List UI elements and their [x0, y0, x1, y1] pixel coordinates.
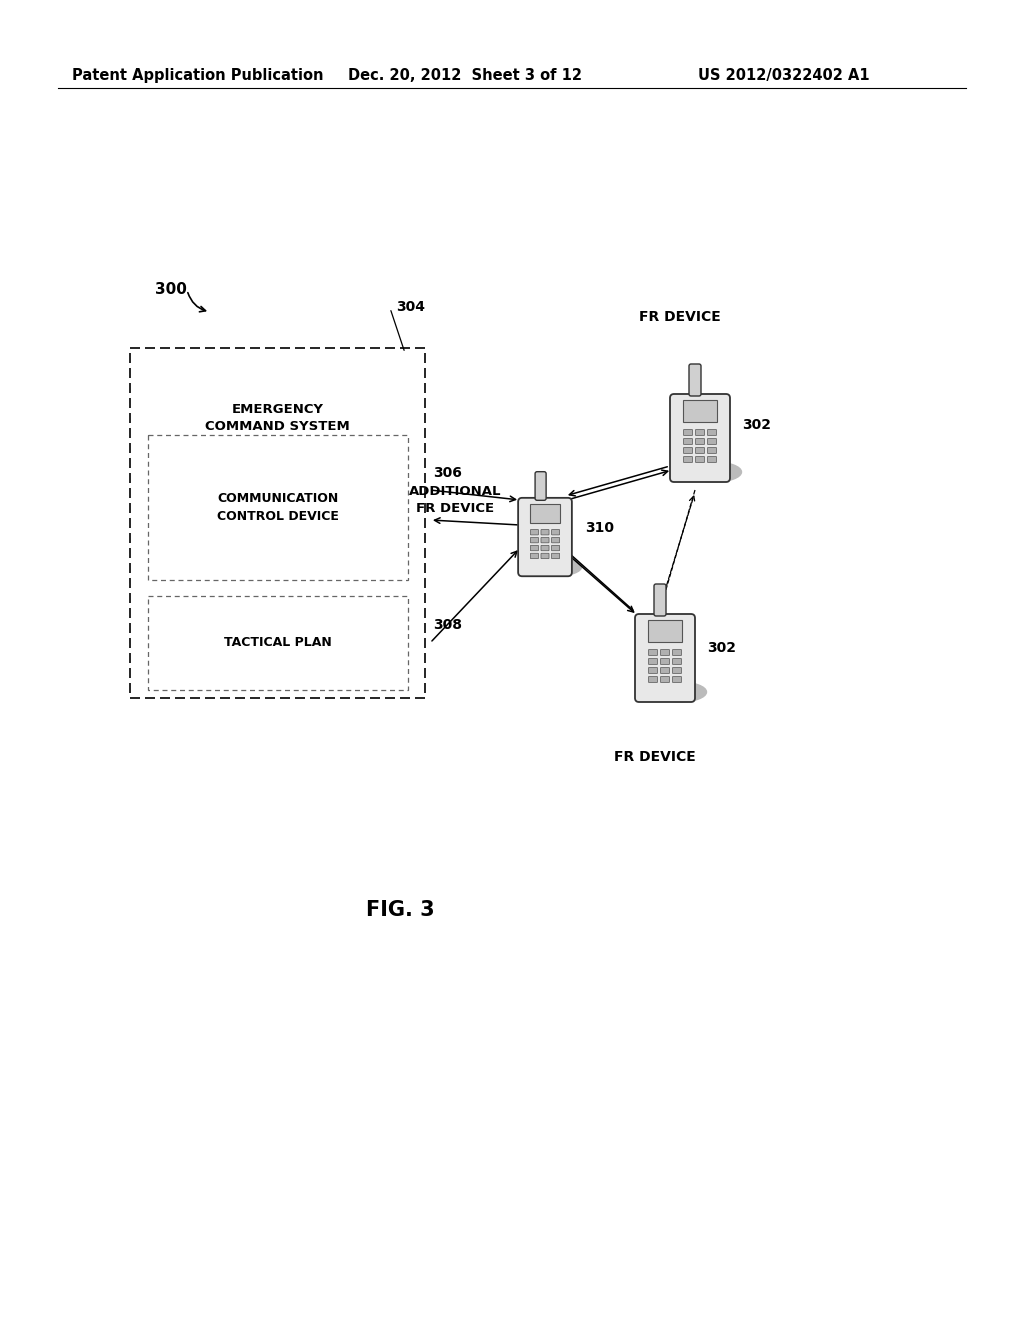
FancyBboxPatch shape — [683, 438, 692, 445]
Text: 304: 304 — [396, 300, 425, 314]
FancyBboxPatch shape — [695, 438, 705, 445]
FancyBboxPatch shape — [683, 400, 717, 422]
FancyBboxPatch shape — [541, 553, 549, 558]
FancyBboxPatch shape — [530, 504, 560, 523]
FancyBboxPatch shape — [660, 659, 670, 664]
Text: Dec. 20, 2012  Sheet 3 of 12: Dec. 20, 2012 Sheet 3 of 12 — [348, 69, 582, 83]
FancyBboxPatch shape — [673, 668, 682, 673]
FancyBboxPatch shape — [530, 553, 539, 558]
FancyBboxPatch shape — [708, 447, 717, 454]
Text: TACTICAL PLAN: TACTICAL PLAN — [224, 636, 332, 649]
Text: 308: 308 — [433, 618, 462, 632]
FancyBboxPatch shape — [648, 659, 657, 664]
Ellipse shape — [686, 462, 741, 482]
FancyBboxPatch shape — [673, 649, 682, 656]
FancyBboxPatch shape — [536, 471, 546, 500]
Text: ADDITIONAL
FR DEVICE: ADDITIONAL FR DEVICE — [409, 484, 502, 515]
FancyBboxPatch shape — [708, 438, 717, 445]
Text: EMERGENCY
COMMAND SYSTEM: EMERGENCY COMMAND SYSTEM — [205, 403, 350, 433]
FancyBboxPatch shape — [660, 676, 670, 682]
FancyBboxPatch shape — [670, 393, 730, 482]
FancyBboxPatch shape — [654, 583, 666, 616]
Text: 300: 300 — [155, 282, 186, 297]
Text: FR DEVICE: FR DEVICE — [614, 750, 696, 764]
FancyBboxPatch shape — [541, 537, 549, 543]
Text: US 2012/0322402 A1: US 2012/0322402 A1 — [698, 69, 869, 83]
Text: 302: 302 — [742, 418, 771, 432]
Text: 310: 310 — [585, 521, 614, 535]
FancyBboxPatch shape — [695, 429, 705, 436]
FancyBboxPatch shape — [635, 614, 695, 702]
FancyBboxPatch shape — [695, 447, 705, 454]
FancyBboxPatch shape — [673, 676, 682, 682]
FancyBboxPatch shape — [648, 649, 657, 656]
FancyBboxPatch shape — [648, 620, 682, 642]
Text: 306: 306 — [433, 466, 462, 480]
FancyBboxPatch shape — [683, 457, 692, 462]
FancyBboxPatch shape — [648, 668, 657, 673]
FancyBboxPatch shape — [708, 457, 717, 462]
FancyBboxPatch shape — [530, 529, 539, 535]
FancyBboxPatch shape — [695, 457, 705, 462]
FancyBboxPatch shape — [660, 649, 670, 656]
Text: 302: 302 — [707, 642, 736, 655]
FancyBboxPatch shape — [541, 529, 549, 535]
Text: Patent Application Publication: Patent Application Publication — [72, 69, 324, 83]
FancyBboxPatch shape — [708, 429, 717, 436]
FancyBboxPatch shape — [552, 537, 559, 543]
Text: COMMUNICATION
CONTROL DEVICE: COMMUNICATION CONTROL DEVICE — [217, 492, 339, 523]
FancyBboxPatch shape — [552, 529, 559, 535]
FancyBboxPatch shape — [530, 537, 539, 543]
FancyBboxPatch shape — [673, 659, 682, 664]
FancyBboxPatch shape — [683, 447, 692, 454]
FancyBboxPatch shape — [683, 429, 692, 436]
FancyBboxPatch shape — [541, 545, 549, 550]
FancyBboxPatch shape — [530, 545, 539, 550]
FancyBboxPatch shape — [552, 545, 559, 550]
FancyBboxPatch shape — [689, 364, 701, 396]
FancyBboxPatch shape — [518, 498, 571, 577]
Text: FIG. 3: FIG. 3 — [366, 900, 434, 920]
FancyBboxPatch shape — [552, 553, 559, 558]
Ellipse shape — [651, 682, 707, 702]
FancyBboxPatch shape — [660, 668, 670, 673]
Ellipse shape — [534, 558, 582, 576]
Text: FR DEVICE: FR DEVICE — [639, 310, 721, 323]
FancyBboxPatch shape — [648, 676, 657, 682]
